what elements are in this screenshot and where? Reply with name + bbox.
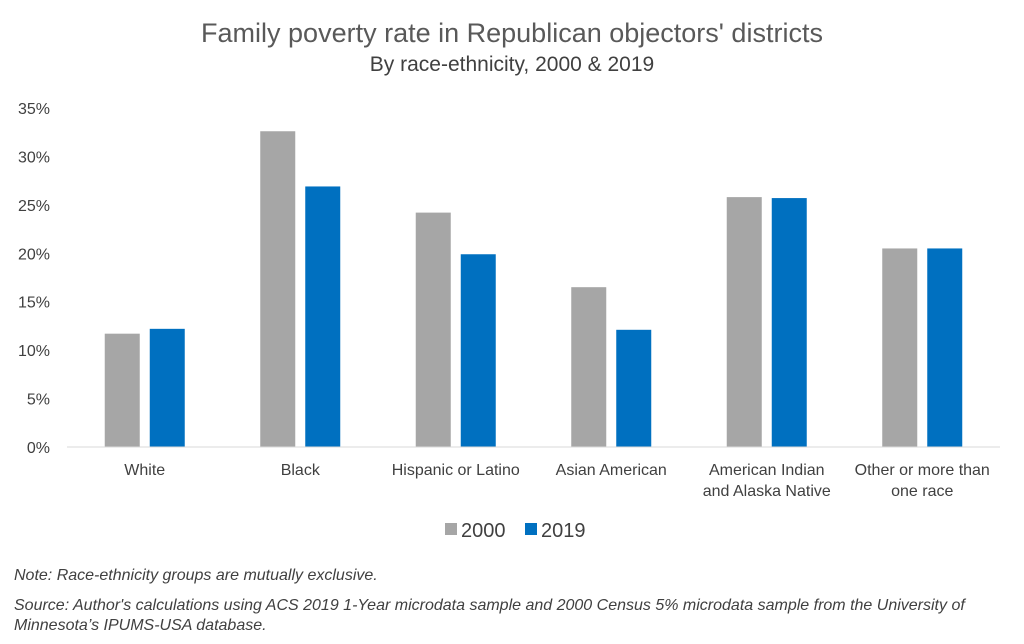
bar-2000-2: [415, 212, 451, 447]
x-tick-label: Other or more than one race: [855, 462, 990, 500]
bar-2019-1: [305, 186, 341, 447]
chart-subtitle: By race-ethnicity, 2000 & 2019: [370, 53, 654, 76]
bar-2000-5: [882, 248, 918, 447]
x-tick-label: Black: [281, 462, 321, 479]
bar-2000-1: [260, 131, 296, 447]
y-tick-label: 20%: [18, 246, 50, 263]
y-tick-label: 35%: [18, 101, 50, 118]
x-axis: White Black Hispanic or Latino Asian Americ…: [124, 462, 990, 500]
y-tick-label: 15%: [18, 295, 50, 312]
bar-2000-0: [104, 333, 140, 447]
legend-label: 2019: [541, 520, 586, 542]
legend-swatch-2019: [525, 523, 537, 535]
bar-2019-2: [460, 254, 496, 447]
legend: 2000 2019: [445, 520, 586, 542]
source-text: Source: Author's calculations using ACS …: [14, 597, 965, 634]
y-tick-label: 25%: [18, 198, 50, 215]
bar-2019-4: [771, 198, 807, 447]
bar-2000-4: [726, 197, 762, 447]
legend-label: 2000: [461, 520, 506, 542]
y-tick-label: 5%: [27, 392, 50, 409]
bar-2019-5: [927, 248, 963, 447]
x-tick-label: Asian American: [556, 462, 667, 479]
plot-area: [104, 131, 963, 447]
bar-2019-3: [616, 329, 652, 447]
x-tick-label: White: [124, 462, 165, 479]
chart: Family poverty rate in Republican object…: [18, 18, 1000, 542]
y-tick-label: 10%: [18, 343, 50, 360]
x-tick-label: American Indian and Alaska Native: [703, 462, 831, 500]
y-axis: 0% 5% 10% 15% 20% 25% 30% 35%: [18, 101, 50, 457]
chart-title: Family poverty rate in Republican object…: [201, 18, 823, 48]
bar-2019-0: [149, 328, 185, 447]
legend-swatch-2000: [445, 523, 457, 535]
y-tick-label: 0%: [27, 440, 50, 457]
note-text: Note: Race-ethnicity groups are mutually…: [14, 567, 378, 584]
y-tick-label: 30%: [18, 149, 50, 166]
bar-2000-3: [571, 287, 607, 447]
x-tick-label: Hispanic or Latino: [392, 462, 520, 479]
